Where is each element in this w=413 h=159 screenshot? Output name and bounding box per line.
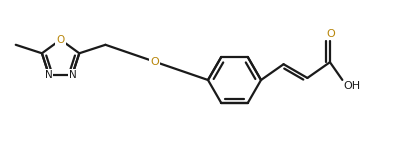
Text: OH: OH	[342, 81, 360, 91]
Text: O: O	[56, 35, 64, 45]
Text: N: N	[45, 70, 52, 80]
Text: N: N	[69, 70, 76, 80]
Text: O: O	[326, 29, 335, 39]
Text: O: O	[150, 57, 159, 67]
